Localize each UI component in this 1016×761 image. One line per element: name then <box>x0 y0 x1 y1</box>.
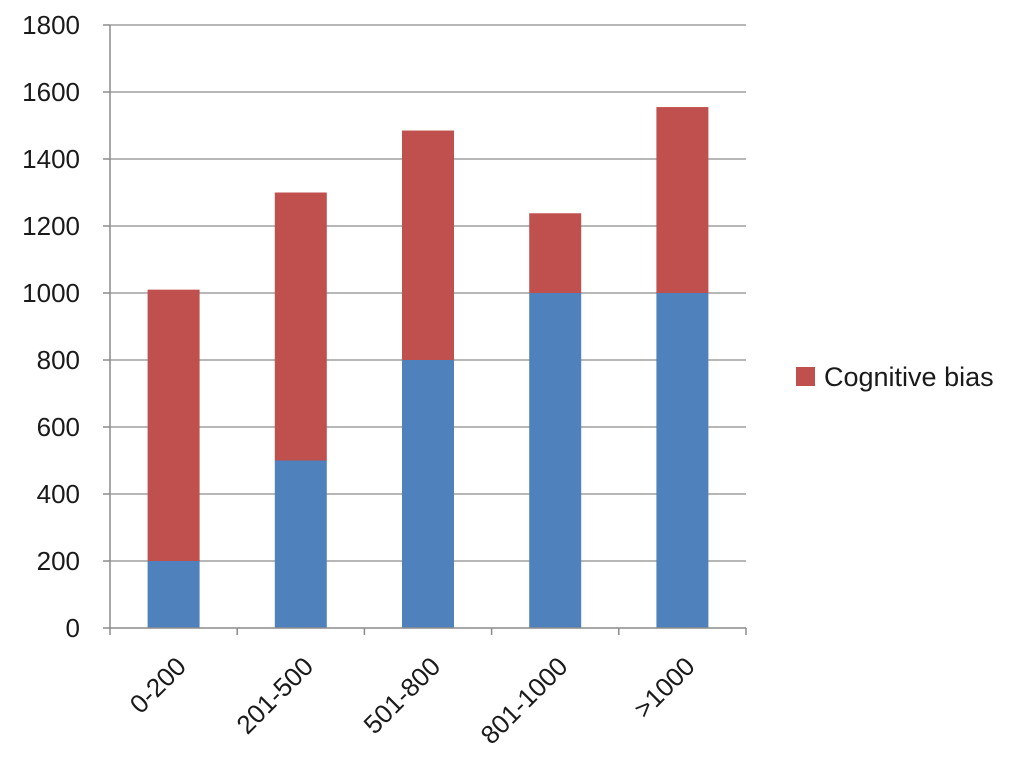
bar-segment-cognitive-bias-3 <box>529 213 582 293</box>
x-axis-ticks: 0-200 201-500 501-800 801-1000 >1000 <box>124 651 701 750</box>
legend-label-cognitive-bias: Cognitive bias <box>824 362 994 392</box>
x-tick-label: >1000 <box>628 651 701 724</box>
bar-segment-cognitive-bias-0 <box>147 289 200 561</box>
x-tick-label: 201-500 <box>230 651 319 740</box>
bar-segment-cognitive-bias-2 <box>402 130 454 360</box>
y-tick-label: 1200 <box>22 211 80 241</box>
y-tick-label: 600 <box>37 412 80 442</box>
axes <box>103 24 747 635</box>
y-axis-ticks: 0 200 400 600 800 1000 1200 1400 1600 1800 <box>22 10 80 643</box>
y-tick-label: 800 <box>37 345 80 375</box>
bars <box>147 107 709 628</box>
y-tick-label: 1000 <box>22 278 80 308</box>
y-tick-label: 400 <box>37 479 80 509</box>
bar-segment-cognitive-bias-4 <box>656 107 709 293</box>
bar-segment-base-4 <box>656 293 709 628</box>
legend-swatch-cognitive-bias <box>796 367 815 386</box>
y-tick-label: 200 <box>37 546 80 576</box>
x-tick-label: 501-800 <box>358 651 447 740</box>
y-tick-label: 1600 <box>22 77 80 107</box>
legend: Cognitive bias <box>796 362 994 392</box>
x-tick-label: 0-200 <box>124 651 192 719</box>
bar-segment-base-1 <box>274 460 327 628</box>
bar-segment-base-3 <box>529 293 582 628</box>
y-tick-label: 0 <box>66 613 80 643</box>
bar-segment-base-0 <box>147 561 200 628</box>
bar-segment-cognitive-bias-1 <box>274 192 327 461</box>
bar-segment-base-2 <box>402 360 454 628</box>
x-tick-label: 801-1000 <box>475 651 574 750</box>
y-tick-label: 1800 <box>22 10 80 40</box>
y-tick-label: 1400 <box>22 144 80 174</box>
